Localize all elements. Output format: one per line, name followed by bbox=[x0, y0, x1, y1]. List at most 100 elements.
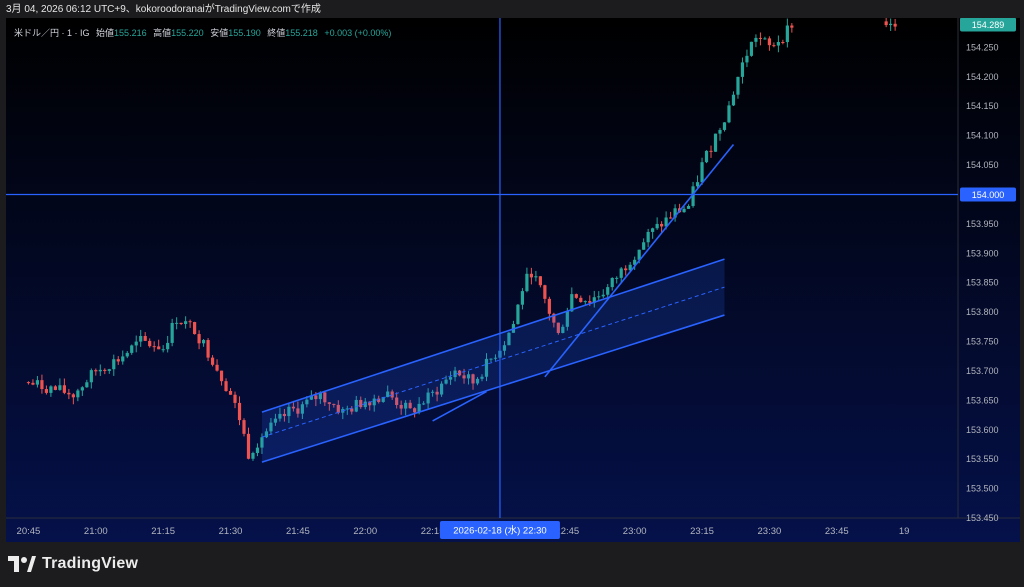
candle bbox=[143, 332, 147, 342]
candle bbox=[408, 399, 412, 409]
candle bbox=[345, 405, 349, 415]
candle bbox=[502, 341, 507, 356]
candle bbox=[426, 388, 430, 410]
candle bbox=[570, 287, 574, 312]
candle-body bbox=[242, 420, 246, 434]
candle bbox=[475, 377, 480, 386]
candle-body bbox=[417, 403, 421, 413]
candle-body bbox=[758, 37, 763, 39]
candle bbox=[62, 378, 66, 395]
candle bbox=[507, 332, 511, 346]
candle-body bbox=[327, 402, 331, 404]
candle-body bbox=[175, 322, 179, 324]
candle bbox=[651, 227, 655, 239]
x-tick-label: 22:45 bbox=[555, 526, 579, 537]
y-tick-label: 153.850 bbox=[966, 278, 999, 288]
candle-body bbox=[246, 433, 251, 459]
candle-body bbox=[754, 37, 758, 42]
trendline-steep bbox=[544, 143, 735, 378]
x-tick-label: 21:30 bbox=[219, 526, 243, 537]
candle bbox=[642, 238, 646, 250]
y-tick-label: 153.550 bbox=[966, 454, 999, 464]
candle bbox=[157, 339, 161, 350]
candle-body bbox=[305, 399, 309, 405]
price-chart[interactable]: 153.450 153.500 153.550 153.600 153.650 153.7… bbox=[6, 18, 1020, 542]
candle-body bbox=[480, 376, 484, 379]
chart-frame[interactable]: 153.450 153.500 153.550 153.600 153.650 153.7… bbox=[6, 18, 1020, 542]
candle-body bbox=[318, 392, 322, 400]
candle bbox=[700, 157, 704, 185]
candle bbox=[98, 364, 102, 376]
x-tick-label: 21:15 bbox=[151, 526, 175, 537]
candle-body bbox=[381, 397, 385, 402]
horizontal-price-badge bbox=[960, 187, 1016, 202]
y-tick-label: 154.200 bbox=[966, 72, 999, 82]
candle bbox=[471, 373, 475, 390]
candle bbox=[130, 344, 134, 355]
candle-body bbox=[377, 398, 381, 402]
candle-body bbox=[130, 345, 134, 353]
candle-body bbox=[80, 387, 84, 391]
candle bbox=[94, 368, 98, 376]
candle-body bbox=[493, 357, 498, 359]
candle-body bbox=[404, 402, 408, 409]
candle-body bbox=[399, 405, 403, 409]
candle-body bbox=[251, 452, 255, 459]
candle-body bbox=[157, 346, 161, 350]
x-tick-label: 19 bbox=[899, 526, 910, 537]
candle bbox=[237, 396, 242, 426]
candle-body bbox=[71, 394, 75, 398]
candle bbox=[624, 265, 628, 276]
x-tick-label: 23:00 bbox=[623, 526, 647, 537]
candle bbox=[686, 204, 691, 209]
tradingview-logo[interactable]: TradingView bbox=[8, 553, 138, 575]
candle-body bbox=[637, 249, 641, 260]
candle-body bbox=[646, 231, 650, 243]
candle-body bbox=[67, 392, 71, 395]
candle-body bbox=[561, 326, 565, 333]
candle-body bbox=[691, 186, 695, 206]
candle-body bbox=[35, 380, 40, 385]
candle-body bbox=[772, 45, 776, 47]
candle bbox=[85, 379, 89, 388]
candle-body bbox=[224, 381, 228, 392]
channel-fill bbox=[261, 259, 725, 463]
candle-body bbox=[44, 389, 49, 393]
candle bbox=[166, 335, 170, 353]
candle-body bbox=[161, 349, 165, 351]
candle-body bbox=[228, 391, 233, 395]
candle-body bbox=[179, 322, 183, 324]
candle-body bbox=[260, 437, 264, 448]
x-tick-label: 23:15 bbox=[690, 526, 714, 537]
candle-body bbox=[237, 402, 242, 421]
candle bbox=[736, 76, 740, 99]
candle bbox=[264, 428, 269, 439]
candle-body bbox=[574, 294, 578, 298]
candle-body bbox=[439, 383, 444, 395]
candle bbox=[103, 368, 107, 375]
candle bbox=[579, 295, 583, 303]
candle-body bbox=[152, 346, 156, 348]
channel-lower-line bbox=[261, 314, 725, 463]
candle bbox=[255, 443, 260, 457]
candle bbox=[139, 329, 143, 347]
candle-body bbox=[148, 340, 152, 347]
candle bbox=[44, 385, 49, 395]
candle bbox=[282, 408, 287, 422]
candle-body bbox=[767, 38, 771, 46]
candle-body bbox=[484, 358, 489, 377]
candle bbox=[246, 427, 251, 460]
candle-body bbox=[395, 397, 399, 406]
candle-body bbox=[615, 277, 619, 279]
symbol-label: 米ドル／円 · 1 · IG bbox=[14, 28, 90, 38]
candle-body bbox=[889, 23, 893, 26]
candle-body bbox=[103, 369, 107, 371]
candle bbox=[287, 402, 291, 424]
candle bbox=[682, 206, 686, 213]
candle-body bbox=[85, 382, 89, 388]
tradingview-logo-text: TradingView bbox=[42, 555, 139, 572]
candle-body bbox=[210, 357, 215, 365]
candle-body bbox=[201, 340, 206, 344]
last-price-badge-text: 154.289 bbox=[972, 20, 1005, 30]
candle bbox=[413, 407, 417, 418]
